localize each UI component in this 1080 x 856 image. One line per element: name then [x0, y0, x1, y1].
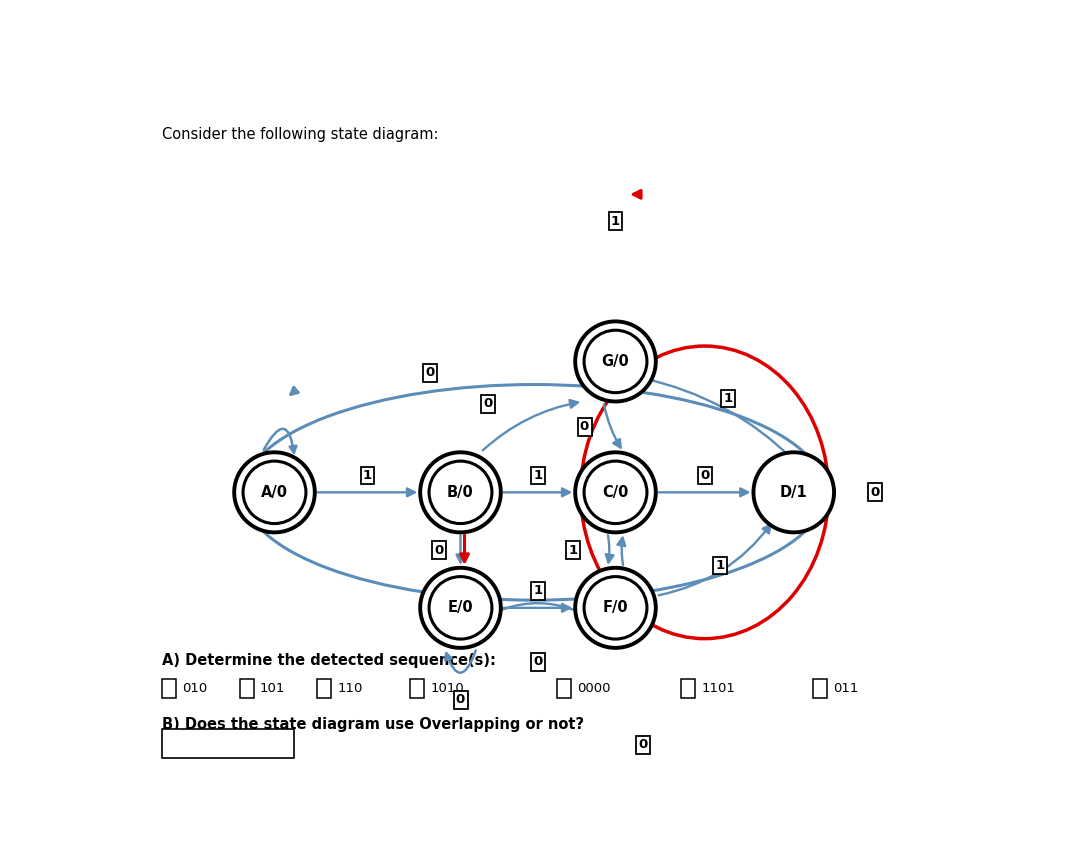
Text: 1010: 1010 — [430, 682, 464, 695]
Text: 0: 0 — [434, 544, 444, 556]
FancyArrowPatch shape — [461, 535, 469, 562]
Text: D/1: D/1 — [780, 484, 808, 500]
Text: 0: 0 — [483, 397, 492, 410]
Text: 010: 010 — [183, 682, 207, 695]
Text: 1: 1 — [568, 544, 578, 556]
Circle shape — [576, 321, 656, 401]
Text: 1: 1 — [716, 559, 725, 572]
Text: 011: 011 — [834, 682, 859, 695]
Text: 0: 0 — [456, 693, 465, 706]
Text: 0: 0 — [638, 739, 647, 752]
FancyBboxPatch shape — [410, 680, 424, 698]
Text: B) Does the state diagram use Overlapping or not?: B) Does the state diagram use Overlappin… — [162, 717, 584, 732]
Text: 1101: 1101 — [702, 682, 735, 695]
FancyArrowPatch shape — [264, 429, 296, 453]
Text: 0: 0 — [580, 420, 589, 433]
Circle shape — [420, 452, 501, 532]
Text: 101: 101 — [260, 682, 285, 695]
Text: 1: 1 — [724, 392, 732, 405]
FancyBboxPatch shape — [681, 680, 696, 698]
Text: C/0: C/0 — [603, 484, 629, 500]
FancyBboxPatch shape — [557, 680, 571, 698]
Circle shape — [754, 452, 834, 532]
Text: 0000: 0000 — [578, 682, 611, 695]
FancyBboxPatch shape — [162, 680, 176, 698]
Text: 1: 1 — [363, 469, 373, 482]
FancyBboxPatch shape — [813, 680, 827, 698]
Text: 0: 0 — [424, 366, 434, 379]
Text: 0: 0 — [534, 655, 542, 669]
Circle shape — [576, 452, 656, 532]
FancyBboxPatch shape — [240, 680, 254, 698]
Text: 1: 1 — [534, 469, 542, 482]
FancyBboxPatch shape — [162, 728, 294, 758]
Circle shape — [576, 568, 656, 648]
Text: A/0: A/0 — [261, 484, 288, 500]
Text: F/0: F/0 — [603, 600, 629, 615]
Text: B/0: B/0 — [447, 484, 474, 500]
Text: A) Determine the detected sequence(s):: A) Determine the detected sequence(s): — [162, 652, 496, 668]
FancyArrowPatch shape — [445, 651, 475, 673]
Text: E/0: E/0 — [448, 600, 473, 615]
FancyBboxPatch shape — [318, 680, 332, 698]
Text: 1: 1 — [534, 585, 542, 597]
Text: Consider the following state diagram:: Consider the following state diagram: — [162, 127, 438, 141]
Text: 110: 110 — [337, 682, 363, 695]
Circle shape — [420, 568, 501, 648]
Text: 0: 0 — [870, 486, 880, 499]
Circle shape — [234, 452, 314, 532]
Text: G/0: G/0 — [602, 354, 630, 369]
Text: 0: 0 — [700, 469, 710, 482]
Text: 1: 1 — [611, 215, 620, 228]
